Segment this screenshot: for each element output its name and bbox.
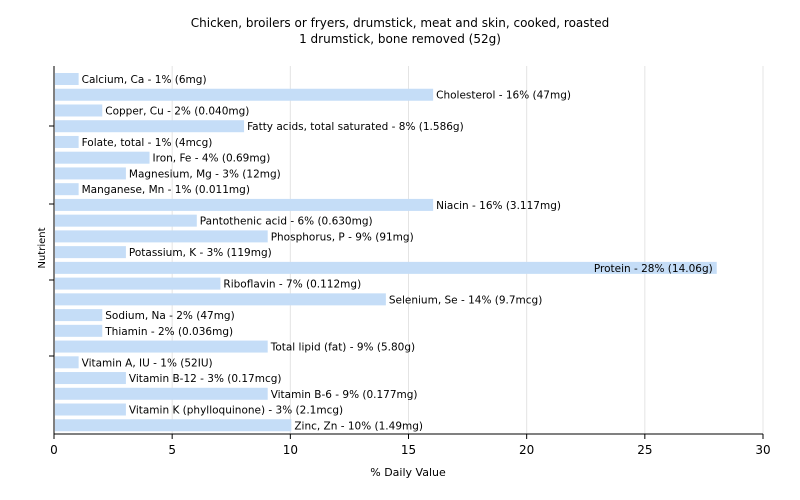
bar-label: Potassium, K - 3% (119mg) [129,247,272,259]
bar [55,356,79,369]
bar [55,324,103,337]
bar-label: Phosphorus, P - 9% (91mg) [271,231,414,243]
bar [55,88,434,101]
y-axis-label: Nutrient [37,227,48,268]
bar-label: Thiamin - 2% (0.036mg) [104,326,233,338]
bar [55,261,717,274]
bar [55,198,434,211]
bar-label: Selenium, Se - 14% (9.7mcg) [389,294,542,306]
x-tick-label: 5 [168,443,176,457]
bar [55,167,126,180]
bar-label: Cholesterol - 16% (47mg) [436,90,571,102]
bar-label: Riboflavin - 7% (0.112mg) [223,279,361,291]
bar [55,340,268,353]
bar-labels: Calcium, Ca - 1% (6mg) Cholesterol - 16% … [82,74,713,432]
x-tick-label: 10 [283,443,298,457]
bar-label: Iron, Fe - 4% (0.69mg) [153,153,271,165]
bar-label: Vitamin B-6 - 9% (0.177mg) [271,389,418,401]
bar [55,387,268,400]
bar [55,135,79,148]
bar-label: Vitamin B-12 - 3% (0.17mcg) [129,373,282,385]
bar [55,293,386,306]
bar [55,104,103,117]
chart-subtitle: 1 drumstick, bone removed (52g) [299,32,501,46]
axes: 0 5 10 15 20 25 30 [49,66,771,457]
bar-label: Magnesium, Mg - 3% (12mg) [129,168,281,180]
bars [55,73,717,432]
bar [55,372,126,385]
bar-label: Total lipid (fat) - 9% (5.80g) [270,342,415,354]
bar [55,151,150,164]
bar-label: Calcium, Ca - 1% (6mg) [82,74,207,86]
bar [55,230,268,243]
x-tick-label: 20 [519,443,534,457]
bar-label: Protein - 28% (14.06g) [594,263,713,275]
bar-label: Niacin - 16% (3.117mg) [436,200,561,212]
bar-label: Sodium, Na - 2% (47mg) [105,310,234,322]
bar [55,277,221,290]
bar-label: Copper, Cu - 2% (0.040mg) [105,105,249,117]
grid-lines [171,66,764,434]
bar [55,246,126,259]
bar-label: Zinc, Zn - 10% (1.49mg) [294,420,423,432]
bar [55,309,103,322]
x-tick-label: 30 [755,443,770,457]
chart-title: Chicken, broilers or fryers, drumstick, … [190,16,610,30]
x-axis-label: % Daily Value [370,466,446,479]
bar-label: Vitamin K (phylloquinone) - 3% (2.1mcg) [129,405,343,417]
x-tick-label: 15 [401,443,416,457]
bar [55,183,79,196]
x-tick-label: 0 [50,443,58,457]
bar [55,73,79,85]
bar-label: Manganese, Mn - 1% (0.011mg) [82,184,250,196]
bar-label: Pantothenic acid - 6% (0.630mg) [200,216,373,228]
bar [55,214,197,227]
bar [55,419,292,432]
x-tick-label: 25 [637,443,652,457]
bar-label: Vitamin A, IU - 1% (52IU) [82,357,213,369]
bar-label: Folate, total - 1% (4mcg) [82,137,213,149]
bar [55,120,245,133]
bar [55,403,126,416]
bar-label: Fatty acids, total saturated - 8% (1.586… [247,121,464,133]
